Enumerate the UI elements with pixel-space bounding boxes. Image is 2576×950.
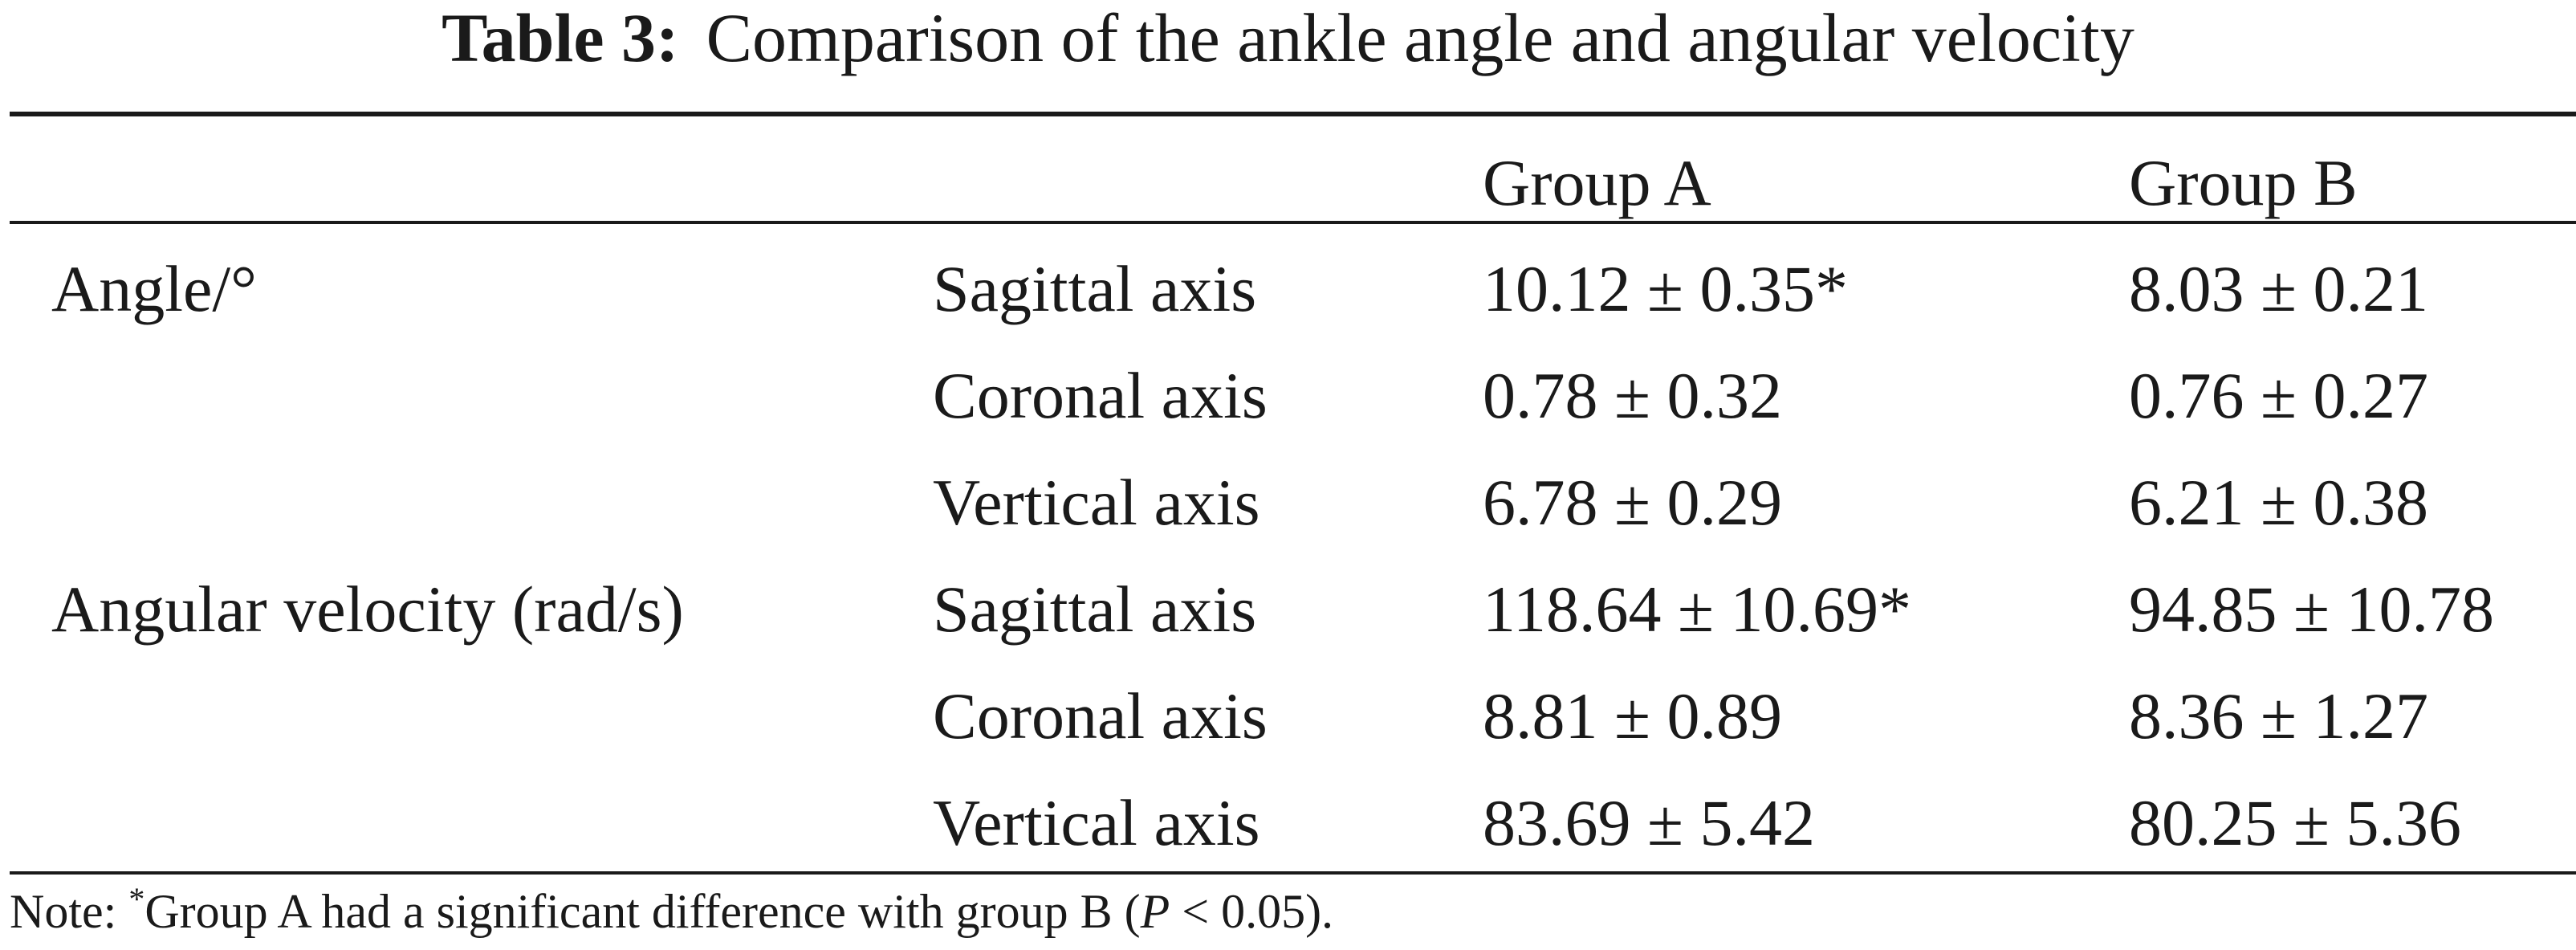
group-b-value: 8.36 ± 1.27 [2129, 679, 2429, 752]
group-b-value: 8.03 ± 0.21 [2129, 252, 2429, 325]
group-a-value: 10.12 ± 0.35* [1483, 252, 1849, 325]
header-group-b: Group B [2129, 146, 2358, 219]
group-b-value: 6.21 ± 0.38 [2129, 466, 2429, 539]
row-axis-label: Sagittal axis [933, 252, 1257, 325]
bottom-rule [10, 871, 2576, 875]
table-note: Note: *Group A had a significant differe… [10, 875, 1333, 948]
significance-marker: * [128, 881, 145, 917]
header-group-a: Group A [1483, 146, 1711, 219]
top-rule [10, 112, 2576, 116]
note-prefix: Note: [10, 885, 129, 938]
note-text: Group A had a significant difference wit… [144, 885, 1141, 938]
row-axis-label: Sagittal axis [933, 573, 1257, 646]
table-caption: Table 3: Comparison of the ankle angle an… [0, 0, 2576, 96]
table-number: Table 3: [442, 0, 679, 76]
row-group-label: Angle/° [51, 252, 257, 325]
group-a-value: 6.78 ± 0.29 [1483, 466, 1783, 539]
group-b-value: 94.85 ± 10.78 [2129, 573, 2495, 646]
row-axis-label: Vertical axis [933, 786, 1260, 859]
group-a-value: 0.78 ± 0.32 [1483, 359, 1783, 432]
row-group-label: Angular velocity (rad/s) [51, 573, 684, 646]
group-b-value: 0.76 ± 0.27 [2129, 359, 2429, 432]
p-symbol: P [1140, 885, 1170, 938]
row-axis-label: Vertical axis [933, 466, 1260, 539]
group-a-value: 8.81 ± 0.89 [1483, 679, 1783, 752]
table-title: Comparison of the ankle angle and angula… [706, 0, 2134, 76]
group-b-value: 80.25 ± 5.36 [2129, 786, 2462, 859]
note-threshold: < 0.05). [1170, 885, 1334, 938]
row-axis-label: Coronal axis [933, 359, 1268, 432]
header-rule [10, 221, 2576, 224]
row-axis-label: Coronal axis [933, 679, 1268, 752]
group-a-value: 118.64 ± 10.69* [1483, 573, 1911, 646]
group-a-value: 83.69 ± 5.42 [1483, 786, 1816, 859]
